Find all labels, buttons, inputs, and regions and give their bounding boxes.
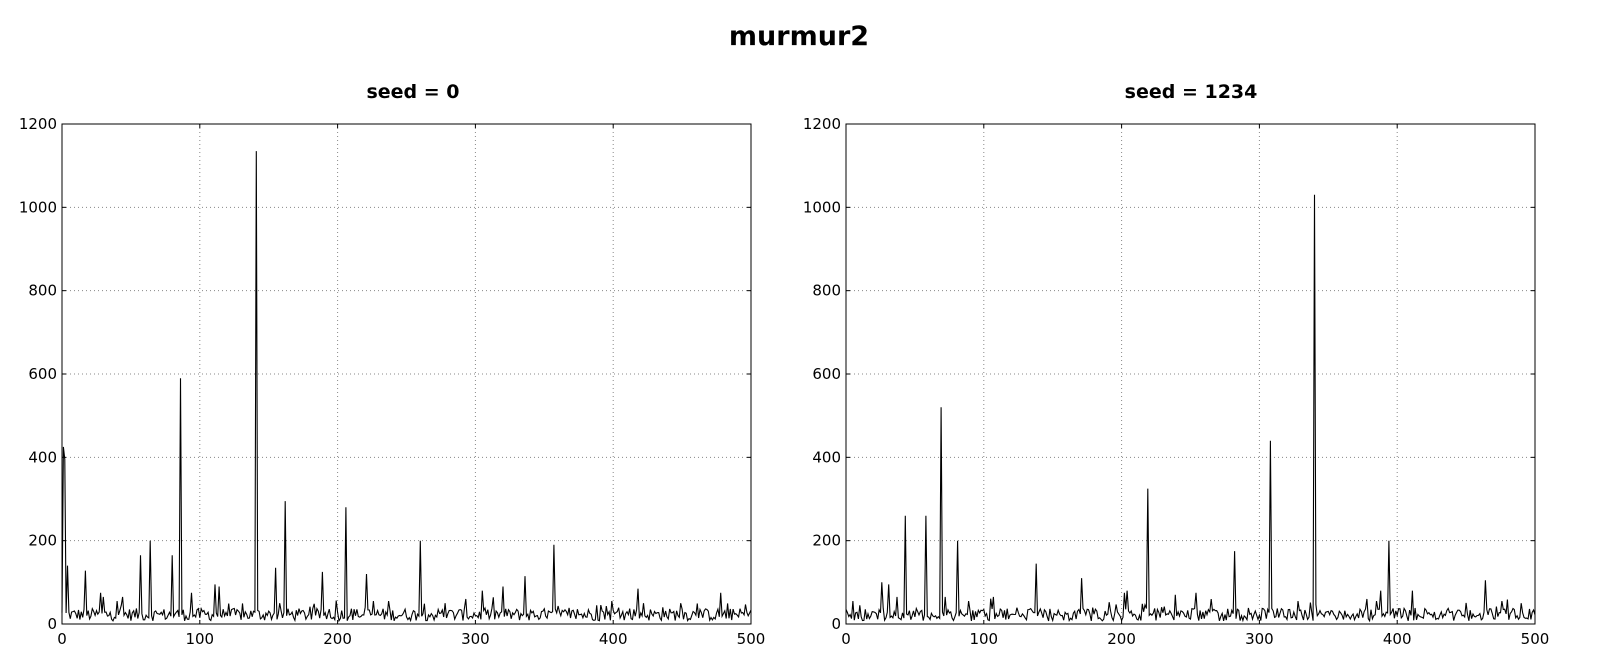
subplot-seed-0: seed = 0 0 100 200 300 400 500 0 200 400 600 800 10… [19,81,766,648]
x-tick-label: 400 [599,630,628,648]
subplot-seed-1234: seed = 1234 0 100 200 300 400 500 0 200 400 600 80… [803,81,1550,648]
axes-frame [61,123,752,625]
y-tick-label: 1000 [803,198,841,216]
subplot-title: seed = 0 [366,81,459,103]
y-tick-label: 0 [47,615,57,633]
y-tick-label: 600 [28,365,57,383]
y-tick-label: 800 [28,282,57,300]
y-tick-label: 1200 [19,115,57,133]
y-tick-label: 400 [28,448,57,466]
series-line [61,151,752,623]
y-tick-label: 1200 [803,115,841,133]
subplot-title: seed = 1234 [1125,81,1258,103]
y-tick-label: 1000 [19,198,57,216]
figure-title: murmur2 [729,21,869,52]
x-tick-label: 100 [969,630,998,648]
x-tick-label: 0 [57,630,67,648]
x-tick-label: 300 [1245,630,1274,648]
x-tick-label: 0 [841,630,851,648]
y-tick-label: 0 [831,615,841,633]
x-tick-label: 300 [461,630,490,648]
x-tick-label: 100 [185,630,214,648]
x-tick-label: 200 [323,630,352,648]
y-tick-label: 400 [812,448,841,466]
y-tick-label: 200 [28,532,57,550]
x-tick-label: 400 [1383,630,1412,648]
y-tick-label: 200 [812,532,841,550]
x-tick-label: 500 [1521,630,1550,648]
series-line [845,194,1536,623]
y-tick-label: 600 [812,365,841,383]
y-tick-label: 800 [812,282,841,300]
x-tick-label: 200 [1107,630,1136,648]
x-tick-label: 500 [737,630,766,648]
axes-frame [845,123,1536,625]
